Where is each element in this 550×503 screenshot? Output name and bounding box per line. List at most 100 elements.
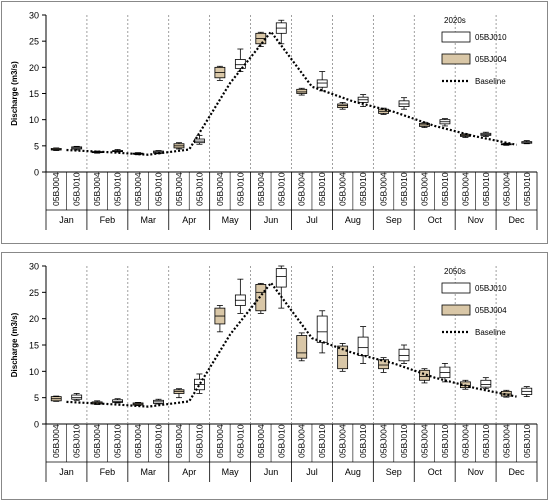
station-label: 05BJ010 [481, 424, 491, 458]
box-05BJ004-jul [296, 335, 308, 359]
station-label: 05BJ010 [276, 424, 286, 458]
legend-title: 2020s [444, 16, 466, 25]
box-05BJ010-jun [275, 268, 287, 288]
station-label: 05BJ004 [419, 172, 429, 206]
month-label: Jun [264, 215, 279, 225]
station-label: 05BJ010 [522, 424, 532, 458]
y-axis-label: Discharge (m3/s) [10, 312, 19, 377]
legend-swatch-05bj010 [441, 31, 471, 43]
station-label: 05BJ004 [133, 172, 143, 206]
station-label: 05BJ010 [194, 172, 204, 206]
station-label: 05BJ010 [276, 172, 286, 206]
legend-swatch-05bj004 [441, 304, 471, 316]
month-label: Apr [182, 215, 196, 225]
station-label: 05BJ004 [501, 172, 511, 206]
y-tick-label: 5 [34, 141, 39, 151]
month-label: Mar [141, 467, 157, 477]
box-05BJ004-jul [296, 88, 308, 94]
baseline-line [66, 281, 517, 408]
month-label: Aug [345, 467, 361, 477]
box-05BJ010-may [234, 59, 246, 69]
box-05BJ010-aug [357, 336, 369, 356]
station-label: 05BJ010 [194, 424, 204, 458]
station-label: 05BJ004 [419, 424, 429, 458]
y-tick-label: 20 [29, 314, 39, 324]
station-label: 05BJ010 [72, 424, 82, 458]
station-label: 05BJ004 [256, 424, 266, 458]
station-label: 05BJ004 [379, 424, 389, 458]
station-label: 05BJ004 [174, 172, 184, 206]
month-label: Jul [306, 215, 318, 225]
y-tick-label: 15 [29, 89, 39, 99]
month-label: Aug [345, 215, 361, 225]
box-05BJ004-oct [419, 369, 430, 381]
station-label: 05BJ010 [399, 172, 409, 206]
station-label: 05BJ004 [51, 424, 61, 458]
y-tick-label: 25 [29, 288, 39, 298]
station-label: 05BJ004 [133, 424, 143, 458]
box-05BJ010-jan [71, 394, 83, 400]
station-label: 05BJ004 [92, 424, 102, 458]
month-label: Sep [386, 215, 402, 225]
y-tick-label: 30 [29, 11, 39, 21]
month-label: Apr [182, 467, 196, 477]
station-label: 05BJ010 [72, 172, 82, 206]
legend-label: 05BJ004 [475, 306, 507, 315]
station-label: 05BJ004 [338, 172, 348, 206]
legend-label: 05BJ004 [475, 55, 507, 64]
legend-label: Baseline [475, 77, 506, 86]
station-label: 05BJ004 [51, 172, 61, 206]
station-label: 05BJ004 [215, 172, 225, 206]
month-label: Jun [264, 467, 279, 477]
legend-label: 05BJ010 [475, 284, 507, 293]
station-label: 05BJ004 [215, 424, 225, 458]
station-label: 05BJ010 [154, 424, 164, 458]
month-label: Feb [100, 215, 116, 225]
station-label: 05BJ010 [358, 172, 368, 206]
legend-label: Baseline [475, 328, 506, 337]
station-label: 05BJ010 [317, 424, 327, 458]
month-label: Jan [59, 467, 74, 477]
station-label: 05BJ010 [154, 172, 164, 206]
month-label: Sep [386, 467, 402, 477]
box-05BJ010-nov [480, 379, 492, 388]
station-label: 05BJ004 [297, 172, 307, 206]
box-05BJ004-sep [378, 359, 389, 370]
station-label: 05BJ010 [113, 172, 123, 206]
month-label: Oct [428, 467, 443, 477]
y-tick-label: 0 [34, 168, 39, 178]
station-label: 05BJ010 [481, 172, 491, 206]
y-tick-label: 30 [29, 262, 39, 272]
station-label: 05BJ004 [460, 172, 470, 206]
station-label: 05BJ004 [460, 424, 470, 458]
y-tick-label: 25 [29, 37, 39, 47]
month-label: Dec [509, 467, 526, 477]
y-tick-label: 20 [29, 63, 39, 73]
month-label: Nov [468, 467, 485, 477]
month-label: May [222, 215, 240, 225]
station-label: 05BJ010 [317, 172, 327, 206]
station-label: 05BJ010 [358, 424, 368, 458]
baseline-line [66, 29, 517, 156]
station-label: 05BJ010 [440, 172, 450, 206]
chart-2020s: 0 5 10 15 20 25 30 Discharge (m3/s) 05BJ004 05BJ0… [10, 11, 538, 230]
month-label: Dec [509, 215, 526, 225]
month-label: Oct [428, 215, 443, 225]
box-05BJ010-sep [398, 348, 410, 362]
box-05BJ004-jun [255, 284, 267, 312]
box-05BJ010-jul [316, 315, 328, 343]
legend-swatch-05bj004 [441, 53, 471, 65]
station-label: 05BJ004 [501, 424, 511, 458]
legend-title: 2050s [444, 267, 466, 276]
y-tick-label: 5 [34, 393, 39, 403]
station-label: 05BJ004 [174, 424, 184, 458]
month-label: Mar [141, 215, 157, 225]
month-label: Jul [306, 467, 318, 477]
y-tick-label: 15 [29, 341, 39, 351]
y-tick-label: 0 [34, 420, 39, 430]
month-label: Nov [468, 215, 485, 225]
legend-label: 05BJ010 [475, 33, 507, 42]
station-label: 05BJ004 [92, 172, 102, 206]
month-label: Jan [59, 215, 74, 225]
station-label: 05BJ004 [297, 424, 307, 458]
